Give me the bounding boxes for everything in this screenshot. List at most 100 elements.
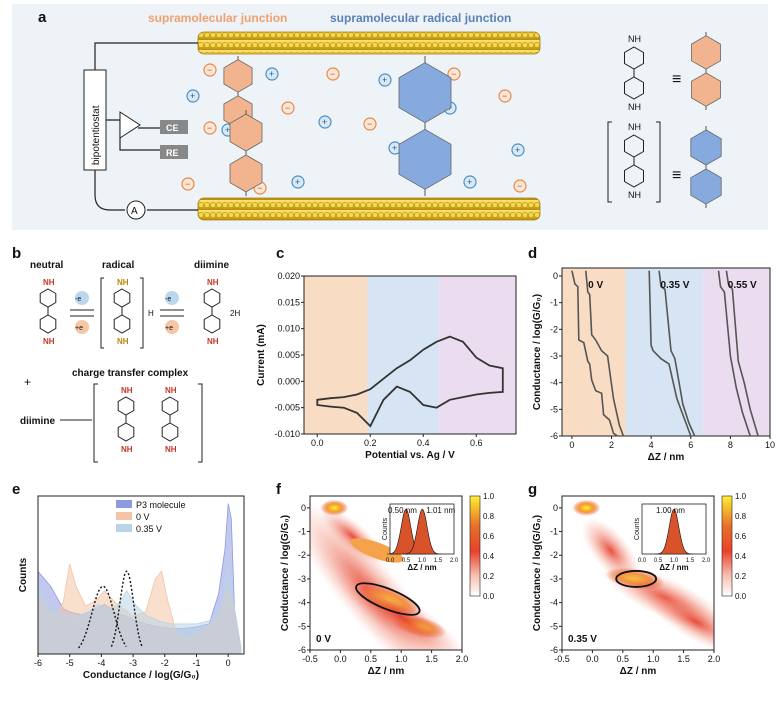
x-tick-label: -3 [129, 658, 137, 668]
bracket [100, 277, 144, 349]
cation-sign: + [322, 117, 327, 127]
y-tick-label: -5 [298, 621, 306, 631]
legend-swatch [116, 500, 132, 508]
x-tick-label: -0.5 [302, 654, 318, 664]
electron-label: +e [165, 325, 173, 332]
neutral-molecule-bottom [229, 110, 263, 196]
anion-ion [513, 179, 527, 193]
ce-electrode [160, 120, 188, 134]
x-tick-label: 0.2 [364, 438, 377, 448]
amine-label-top: NH [165, 386, 177, 395]
y-axis-label: Conductance / log(G/G₀) [280, 515, 291, 631]
molecules-layer [223, 56, 452, 196]
potential-region [304, 276, 368, 434]
cation-ion [318, 115, 332, 129]
benzidine-structure: NH NH [117, 386, 135, 454]
colorbar-tick-label: 0.8 [483, 512, 495, 521]
inset-tick-label: 2.0 [450, 558, 459, 564]
neutral-molecule-icon [691, 32, 721, 110]
colorbar [721, 495, 733, 597]
panel-b-structures: NH NH NH NH NH NH -e +e -e +e H 2H NH NH NH NH [39, 277, 240, 463]
amine-label-bottom: NH [43, 337, 55, 346]
bracket [607, 121, 661, 203]
potential-region [439, 276, 516, 434]
amine-label-top: NH [43, 278, 55, 287]
benzene-ring [161, 422, 179, 442]
re-electrode [160, 145, 188, 159]
amine-label-bottom: NH [628, 102, 641, 112]
electron-badge [165, 291, 179, 305]
colorbar-tick-label: 0.2 [483, 572, 495, 581]
x-tick-label: 2 [609, 440, 614, 450]
y-tick-label: -4 [550, 598, 558, 608]
conductance-trace [648, 270, 692, 437]
label-diimine: diimine [194, 260, 229, 271]
x-tick-label: 0.0 [334, 654, 347, 664]
anion-ion [498, 89, 512, 103]
y-tick-label: -6 [550, 645, 558, 655]
x-tick-label: 0 [569, 440, 574, 450]
ammeter-icon [126, 200, 146, 220]
anion-sign: − [330, 69, 335, 79]
benzene-ring [690, 129, 722, 166]
y-tick-label: 0.000 [277, 376, 300, 386]
amine-label-bottom: NH [121, 445, 133, 454]
colorbar-tick-label: 0.8 [735, 512, 747, 521]
benzene-ring [39, 314, 57, 334]
cv-curve [316, 335, 504, 428]
panel-label-d: d [528, 245, 537, 262]
amine-label-top: NH [628, 122, 641, 132]
panel-label-a: a [38, 9, 47, 26]
amine-label-bottom: NH [628, 190, 641, 200]
legend-swatch [116, 524, 132, 532]
y-axis-label: Conductance / log(G/G₀) [532, 294, 543, 410]
benzene-ring [113, 288, 131, 308]
voltage-annotation: 0 V [588, 280, 603, 291]
benzidine-structure: NH NH [39, 278, 57, 346]
y-tick-label: -6 [298, 645, 306, 655]
x-tick-label: 0.5 [617, 654, 630, 664]
electron-label: -e [75, 296, 81, 303]
conductance-trace [571, 270, 618, 437]
y-tick-label: 0.015 [277, 297, 300, 307]
x-tick-label: -4 [97, 658, 105, 668]
x-axis-label: ΔZ / nm [648, 452, 685, 463]
y-tick-label: -0.010 [274, 429, 300, 439]
x-tick-label: 0.0 [311, 438, 324, 448]
cation-sign: + [225, 125, 230, 135]
inset-tick-label: 1.5 [686, 558, 695, 564]
title-radical-junction: supramolecular radical junction [330, 11, 511, 25]
legend-label: 0 V [136, 512, 150, 522]
y-tick-label: -3 [550, 574, 558, 584]
x-tick-label: -5 [66, 658, 74, 668]
colorbar-tick-label: 1.0 [483, 492, 495, 501]
y-tick-label: 0.020 [277, 271, 300, 281]
x-tick-label: 4 [649, 440, 654, 450]
neutral-molecule-legend: NH NH ≡ [624, 32, 721, 112]
conductance-trace [717, 270, 751, 437]
amine-label-top: NH [207, 278, 219, 287]
cation-sign: + [269, 69, 274, 79]
cation-ion [511, 143, 525, 157]
inset-peak-label: 0.50 nm [388, 506, 417, 515]
y-axis-label: Counts [18, 557, 29, 592]
voltage-region [625, 268, 703, 436]
ce-label: CE [166, 123, 179, 133]
bipotentiostat-label: bipotentiostat [91, 105, 102, 165]
benzene-ring [691, 35, 721, 70]
colorbar-tick-label: 0.0 [735, 592, 747, 601]
benzene-ring [203, 288, 221, 308]
charge-transfer-complex [60, 383, 203, 463]
y-tick-label: 0.010 [277, 324, 300, 334]
benzene-ring [624, 76, 644, 100]
conductance-trace [725, 270, 759, 437]
y-tick-label: -4 [550, 378, 558, 388]
two-proton-label: 2H [230, 309, 240, 318]
amine-label-top: NH [117, 278, 129, 287]
density-blob [350, 538, 404, 563]
panel-c: c 0.0 0.2 0.4 0.6 -0.010 -0.005 0.000 0.005 0.01… [256, 245, 517, 461]
cation-sign: + [467, 177, 472, 187]
benzene-ring [113, 314, 131, 334]
conductance-trace [658, 270, 696, 437]
